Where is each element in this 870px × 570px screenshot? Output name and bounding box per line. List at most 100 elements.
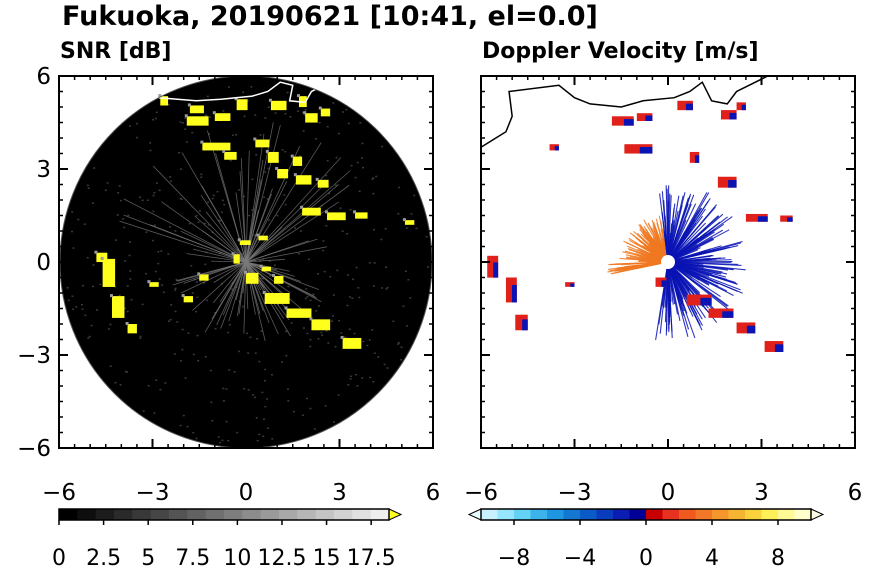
noise-cell bbox=[142, 410, 145, 412]
noise-cell bbox=[321, 334, 324, 336]
noise-cell bbox=[342, 111, 345, 113]
noise-cell bbox=[324, 405, 327, 407]
noise-cell bbox=[221, 439, 224, 442]
noise-cell bbox=[212, 194, 215, 197]
noise-cell bbox=[253, 396, 256, 399]
snr-echo-edge bbox=[94, 250, 98, 254]
noise-cell bbox=[106, 182, 109, 184]
snr-echo-edge bbox=[268, 98, 272, 102]
velocity-ray-negative bbox=[667, 242, 741, 263]
velocity-echo-negative bbox=[787, 217, 793, 222]
noise-cell bbox=[373, 228, 376, 231]
radial-ray bbox=[245, 184, 339, 263]
noise-cell bbox=[182, 414, 185, 417]
noise-cell bbox=[314, 138, 317, 140]
noise-cell bbox=[181, 328, 184, 331]
velocity-echo-positive bbox=[677, 100, 693, 111]
snr-echo-edge bbox=[284, 306, 288, 310]
noise-cell bbox=[407, 279, 410, 281]
noise-cell bbox=[214, 327, 217, 330]
radial-ray bbox=[245, 188, 273, 263]
noise-cell bbox=[169, 226, 172, 228]
noise-cell bbox=[296, 110, 299, 112]
noise-cell bbox=[72, 308, 75, 310]
radar-site bbox=[661, 255, 675, 269]
velocity-ray-negative bbox=[665, 261, 669, 336]
noise-cell bbox=[386, 367, 389, 369]
colorbar-cell bbox=[132, 509, 152, 520]
velocity-echo-positive bbox=[689, 151, 700, 163]
colorbar-cell bbox=[761, 509, 779, 520]
noise-cell bbox=[372, 177, 375, 179]
noise-cell bbox=[262, 418, 265, 420]
noise-cell bbox=[264, 368, 267, 371]
noise-cell bbox=[84, 314, 87, 317]
noise-cell bbox=[228, 324, 231, 326]
noise-cell bbox=[80, 303, 83, 306]
colorbar-cell bbox=[315, 509, 335, 520]
snr-axes: −6 −3 0 3 6 6 3 0 −3 −6 bbox=[17, 64, 440, 506]
noise-cell bbox=[203, 222, 206, 225]
snr-echo-edge bbox=[222, 149, 226, 153]
noise-cell bbox=[384, 266, 387, 268]
noise-cell bbox=[339, 207, 342, 209]
snr-echo-edge bbox=[197, 272, 201, 276]
noise-cell bbox=[227, 331, 230, 334]
noise-cell bbox=[160, 250, 163, 252]
noise-cell bbox=[355, 266, 358, 269]
noise-cell bbox=[209, 369, 212, 372]
snr-echo-edge bbox=[184, 114, 188, 118]
noise-cell bbox=[185, 141, 188, 143]
noise-cell bbox=[305, 288, 308, 290]
noise-cell bbox=[228, 369, 231, 371]
velocity-ray-negative bbox=[667, 195, 684, 263]
noise-cell bbox=[409, 297, 412, 299]
snr-echo-edge bbox=[303, 111, 307, 115]
noise-cell bbox=[141, 303, 144, 306]
velocity-echo-positive bbox=[611, 116, 634, 126]
noise-cell bbox=[243, 387, 246, 390]
velocity-ray-negative bbox=[667, 261, 736, 284]
noise-cell bbox=[285, 354, 288, 357]
noise-cell bbox=[350, 164, 353, 167]
velocity-echo-positive bbox=[686, 294, 712, 306]
noise-cell bbox=[222, 110, 225, 112]
noise-cell bbox=[91, 202, 94, 204]
velocity-ray-negative bbox=[667, 261, 674, 305]
snr-echo-edge bbox=[253, 137, 257, 141]
noise-cell bbox=[322, 249, 325, 252]
noise-cell bbox=[181, 122, 184, 124]
velocity-echo-positive bbox=[565, 282, 575, 287]
snr-echo-edge bbox=[293, 173, 297, 177]
snr-echo-edge bbox=[296, 94, 300, 98]
noise-cell bbox=[305, 397, 308, 400]
velocity-echo-positive bbox=[624, 144, 653, 154]
noise-cell bbox=[122, 218, 125, 220]
noise-cell bbox=[222, 387, 225, 390]
noise-cell bbox=[118, 294, 121, 297]
noise-cell bbox=[179, 197, 182, 200]
noise-cell bbox=[346, 233, 349, 235]
noise-cell bbox=[135, 122, 138, 125]
noise-cell bbox=[301, 111, 304, 114]
snr-echo bbox=[189, 105, 204, 114]
noise-cell bbox=[200, 173, 203, 176]
noise-cell bbox=[72, 247, 75, 249]
snr-plot-area bbox=[59, 76, 433, 448]
noise-cell bbox=[383, 363, 386, 366]
velocity-ray-negative bbox=[667, 193, 692, 263]
noise-cell bbox=[349, 378, 352, 380]
noise-cell bbox=[397, 342, 400, 344]
noise-cell bbox=[290, 322, 293, 324]
noise-cell bbox=[139, 337, 142, 339]
noise-cell bbox=[255, 153, 258, 156]
noise-cell bbox=[397, 212, 400, 215]
noise-cell bbox=[323, 270, 326, 273]
radial-ray bbox=[213, 261, 247, 304]
snr-echo bbox=[258, 235, 268, 241]
noise-cell bbox=[263, 380, 266, 382]
noise-cell bbox=[286, 91, 289, 94]
noise-cell bbox=[352, 278, 355, 281]
noise-cell bbox=[246, 100, 249, 102]
noise-cell bbox=[260, 330, 263, 332]
